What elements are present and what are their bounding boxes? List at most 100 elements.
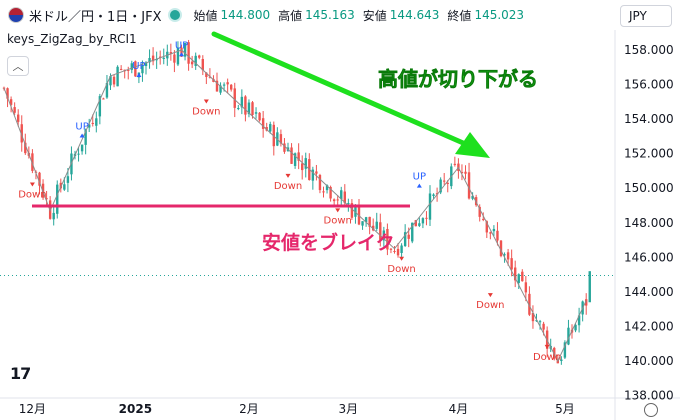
candle-body xyxy=(109,76,112,86)
candle-body xyxy=(460,172,464,174)
down-marker-arrow xyxy=(487,293,493,298)
candle-body xyxy=(261,118,265,129)
down-marker-arrow xyxy=(335,208,341,213)
candle-body xyxy=(364,217,368,223)
close-value: 145.023 xyxy=(474,8,525,22)
candle-body xyxy=(411,222,414,242)
low-value: 144.643 xyxy=(389,8,440,22)
candle-body xyxy=(247,102,251,115)
price-tick-label: 142.000 xyxy=(624,319,674,333)
candle-body xyxy=(258,112,261,121)
candle-body xyxy=(389,248,393,250)
candle-body xyxy=(159,56,162,58)
candle-body xyxy=(45,198,48,200)
candle-body xyxy=(95,118,98,126)
price-tick-label: 154.000 xyxy=(624,112,674,126)
candle-body xyxy=(240,96,244,108)
down-marker-arrow xyxy=(285,173,291,178)
candle-body xyxy=(134,61,137,77)
candle-body xyxy=(393,250,396,252)
candle-body xyxy=(514,267,517,281)
settings-gear-icon[interactable] xyxy=(644,403,658,417)
candle-body xyxy=(492,228,496,232)
candle-body xyxy=(244,96,247,115)
collapse-chevron-icon[interactable]: ︿ xyxy=(7,56,29,76)
indicator-name[interactable]: keys_ZigZag_by_RCI1 xyxy=(7,32,137,46)
candle-body xyxy=(421,218,425,224)
close-label: 終値 xyxy=(447,8,472,23)
candle-body xyxy=(560,359,563,361)
candle-body xyxy=(336,199,339,201)
candle-body xyxy=(130,63,133,70)
candle-body xyxy=(98,96,102,117)
candle-body xyxy=(6,88,9,99)
candle-body xyxy=(269,124,272,132)
candle-body xyxy=(205,72,208,77)
down-marker-label: Down xyxy=(533,352,561,363)
candle-body xyxy=(453,163,457,165)
price-tick-label: 146.000 xyxy=(624,250,674,264)
candle-body xyxy=(396,248,400,256)
candle-body xyxy=(531,312,535,322)
candle-body xyxy=(215,80,219,92)
candle-body xyxy=(322,191,325,193)
candle-body xyxy=(478,206,481,217)
candle-body xyxy=(542,323,545,330)
up-marker-label: UP xyxy=(75,121,88,132)
candle-body xyxy=(489,232,492,234)
candle-body xyxy=(329,186,332,199)
candle-body xyxy=(148,58,151,63)
highs-lower-arrow xyxy=(211,31,490,158)
candle-body xyxy=(425,217,428,219)
candle-body xyxy=(91,122,94,124)
candle-body xyxy=(361,221,364,226)
down-marker-arrow xyxy=(544,344,550,349)
candle-body xyxy=(127,69,130,71)
candle-body xyxy=(77,153,80,155)
candle-body xyxy=(407,234,410,239)
currency-selector[interactable]: JPY xyxy=(620,5,672,27)
candle-body xyxy=(20,124,23,143)
high-label: 高値 xyxy=(278,8,303,23)
candle-body xyxy=(368,216,371,227)
candle-body xyxy=(524,282,528,293)
low-break-annotation: 安値をブレイク xyxy=(262,231,395,254)
time-tick-label: 5月 xyxy=(555,402,575,416)
candle-body xyxy=(52,212,55,220)
symbol-header: 米ドル／円・1日・JFX 始値 144.800 高値 145.163 安値 14… xyxy=(0,0,615,30)
candle-body xyxy=(17,114,20,122)
time-tick-label: 2月 xyxy=(239,402,259,416)
candle-body xyxy=(233,88,236,108)
low-label: 安値 xyxy=(362,8,387,23)
candle-body xyxy=(503,254,506,256)
candle-body xyxy=(102,98,105,100)
up-marker-arrow xyxy=(416,183,422,188)
candle-body xyxy=(187,42,190,64)
down-marker-arrow xyxy=(203,99,209,104)
candle-body xyxy=(141,65,144,74)
candle-body xyxy=(301,163,304,171)
usd-jpy-flag-icon xyxy=(8,7,24,23)
down-marker-label: Down xyxy=(476,300,504,311)
candle-body xyxy=(290,147,293,164)
candle-body xyxy=(372,225,375,231)
time-tick-label: 3月 xyxy=(339,402,359,416)
symbol-title[interactable]: 米ドル／円・1日・JFX xyxy=(29,9,162,25)
candle-body xyxy=(222,84,226,86)
candle-body xyxy=(375,221,378,229)
candle-body xyxy=(400,245,403,254)
candle-body xyxy=(173,54,176,63)
down-marker-arrow xyxy=(29,182,35,187)
candle-body xyxy=(237,108,240,110)
candle-body xyxy=(467,172,471,199)
candle-body xyxy=(24,142,27,154)
candle-body xyxy=(340,190,343,200)
open-label: 始値 xyxy=(193,8,218,23)
price-tick-label: 152.000 xyxy=(624,147,674,161)
candle-body xyxy=(151,55,155,62)
time-tick-label: 2025 xyxy=(119,402,152,416)
price-tick-label: 144.000 xyxy=(624,285,674,299)
candle-body xyxy=(88,124,91,128)
candle-body xyxy=(230,84,233,90)
candle-body xyxy=(311,169,315,181)
